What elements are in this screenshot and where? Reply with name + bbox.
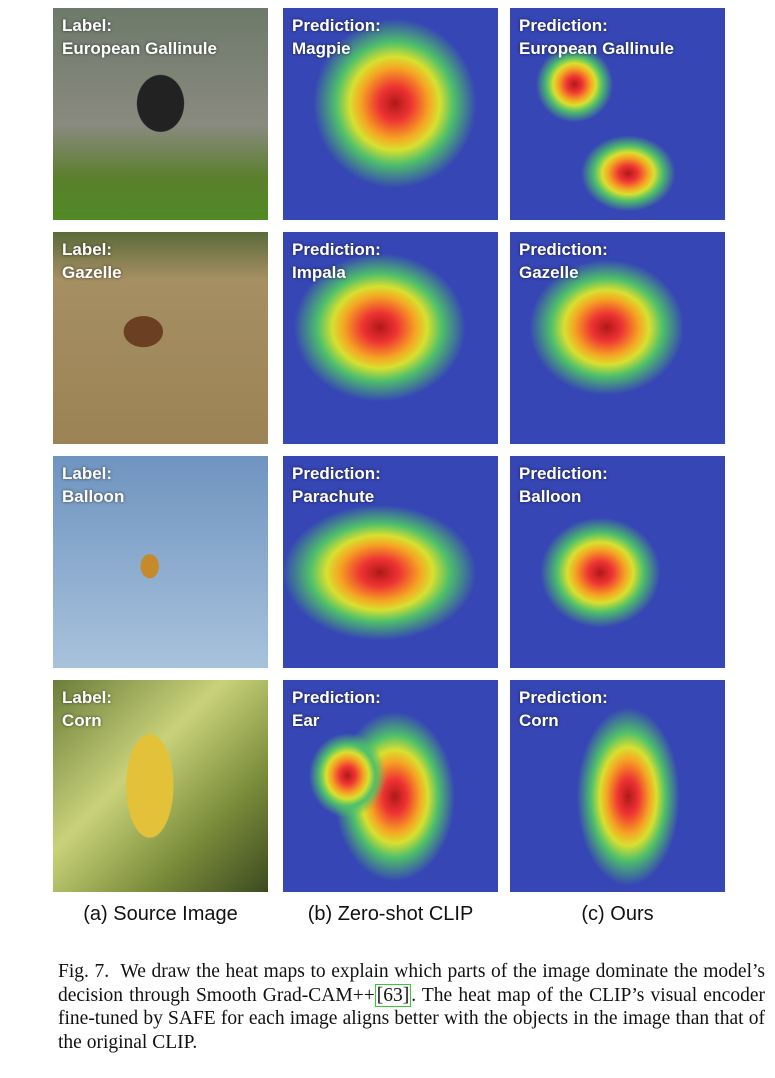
- caption-text: . The heat map of the CLIP’s visual enco…: [58, 984, 765, 1053]
- label-name: European Gallinule: [519, 39, 674, 58]
- label-name: Balloon: [519, 487, 582, 506]
- image-label: Prediction: Parachute: [292, 462, 381, 508]
- label-name: European Gallinule: [62, 39, 217, 58]
- heat-map: Prediction: European Gallinule: [510, 8, 725, 220]
- source-image: Label: European Gallinule: [53, 8, 268, 220]
- caption-text: We draw the heat maps to explain which p…: [58, 961, 765, 1006]
- image-label: Prediction: Balloon: [519, 462, 608, 508]
- label-heading: Prediction:: [519, 464, 608, 483]
- label-name: Balloon: [62, 487, 125, 506]
- image-label: Label: Gazelle: [62, 238, 122, 284]
- image-label: Prediction: Gazelle: [519, 238, 608, 284]
- caption-prefix: Fig. 7.: [58, 961, 110, 982]
- label-name: Gazelle: [519, 263, 579, 282]
- label-heading: Prediction:: [292, 16, 381, 35]
- heat-map: Prediction: Parachute: [283, 456, 498, 668]
- heat-map: Prediction: Impala: [283, 232, 498, 444]
- image-label: Label: Balloon: [62, 462, 124, 508]
- source-image: Label: Balloon: [53, 456, 268, 668]
- image-label: Prediction: European Gallinule: [519, 14, 674, 60]
- label-heading: Label:: [62, 464, 113, 483]
- label-heading: Prediction:: [292, 688, 381, 707]
- heat-map: Prediction: Balloon: [510, 456, 725, 668]
- image-label: Prediction: Impala: [292, 238, 381, 284]
- column-caption: (c) Ours: [581, 903, 654, 925]
- image-label: Prediction: Magpie: [292, 14, 381, 60]
- image-label: Label: Corn: [62, 686, 112, 732]
- label-heading: Prediction:: [519, 240, 608, 259]
- label-heading: Label:: [62, 688, 113, 707]
- label-name: Impala: [292, 263, 346, 282]
- label-name: Gazelle: [62, 263, 122, 282]
- label-heading: Label:: [62, 240, 113, 259]
- heat-map: Prediction: Corn: [510, 680, 725, 892]
- column-caption: (a) Source Image: [83, 903, 238, 925]
- label-name: Corn: [519, 711, 559, 730]
- label-heading: Prediction:: [519, 688, 608, 707]
- heat-map: Prediction: Gazelle: [510, 232, 725, 444]
- label-heading: Prediction:: [519, 16, 608, 35]
- label-heading: Label:: [62, 16, 113, 35]
- figure-caption: Fig. 7. We draw the heat maps to explain…: [58, 960, 765, 1054]
- label-heading: Prediction:: [292, 240, 381, 259]
- label-name: Corn: [62, 711, 102, 730]
- source-image: Label: Gazelle: [53, 232, 268, 444]
- heat-map: Prediction: Magpie: [283, 8, 498, 220]
- heat-map: Prediction: Ear: [283, 680, 498, 892]
- label-name: Parachute: [292, 487, 375, 506]
- image-label: Prediction: Ear: [292, 686, 381, 732]
- column-caption: (b) Zero-shot CLIP: [307, 903, 474, 925]
- image-label: Prediction: Corn: [519, 686, 608, 732]
- label-heading: Prediction:: [292, 464, 381, 483]
- citation-link[interactable]: [63]: [374, 983, 412, 1007]
- label-name: Ear: [292, 711, 320, 730]
- image-label: Label: European Gallinule: [62, 14, 217, 60]
- source-image: Label: Corn: [53, 680, 268, 892]
- label-name: Magpie: [292, 39, 351, 58]
